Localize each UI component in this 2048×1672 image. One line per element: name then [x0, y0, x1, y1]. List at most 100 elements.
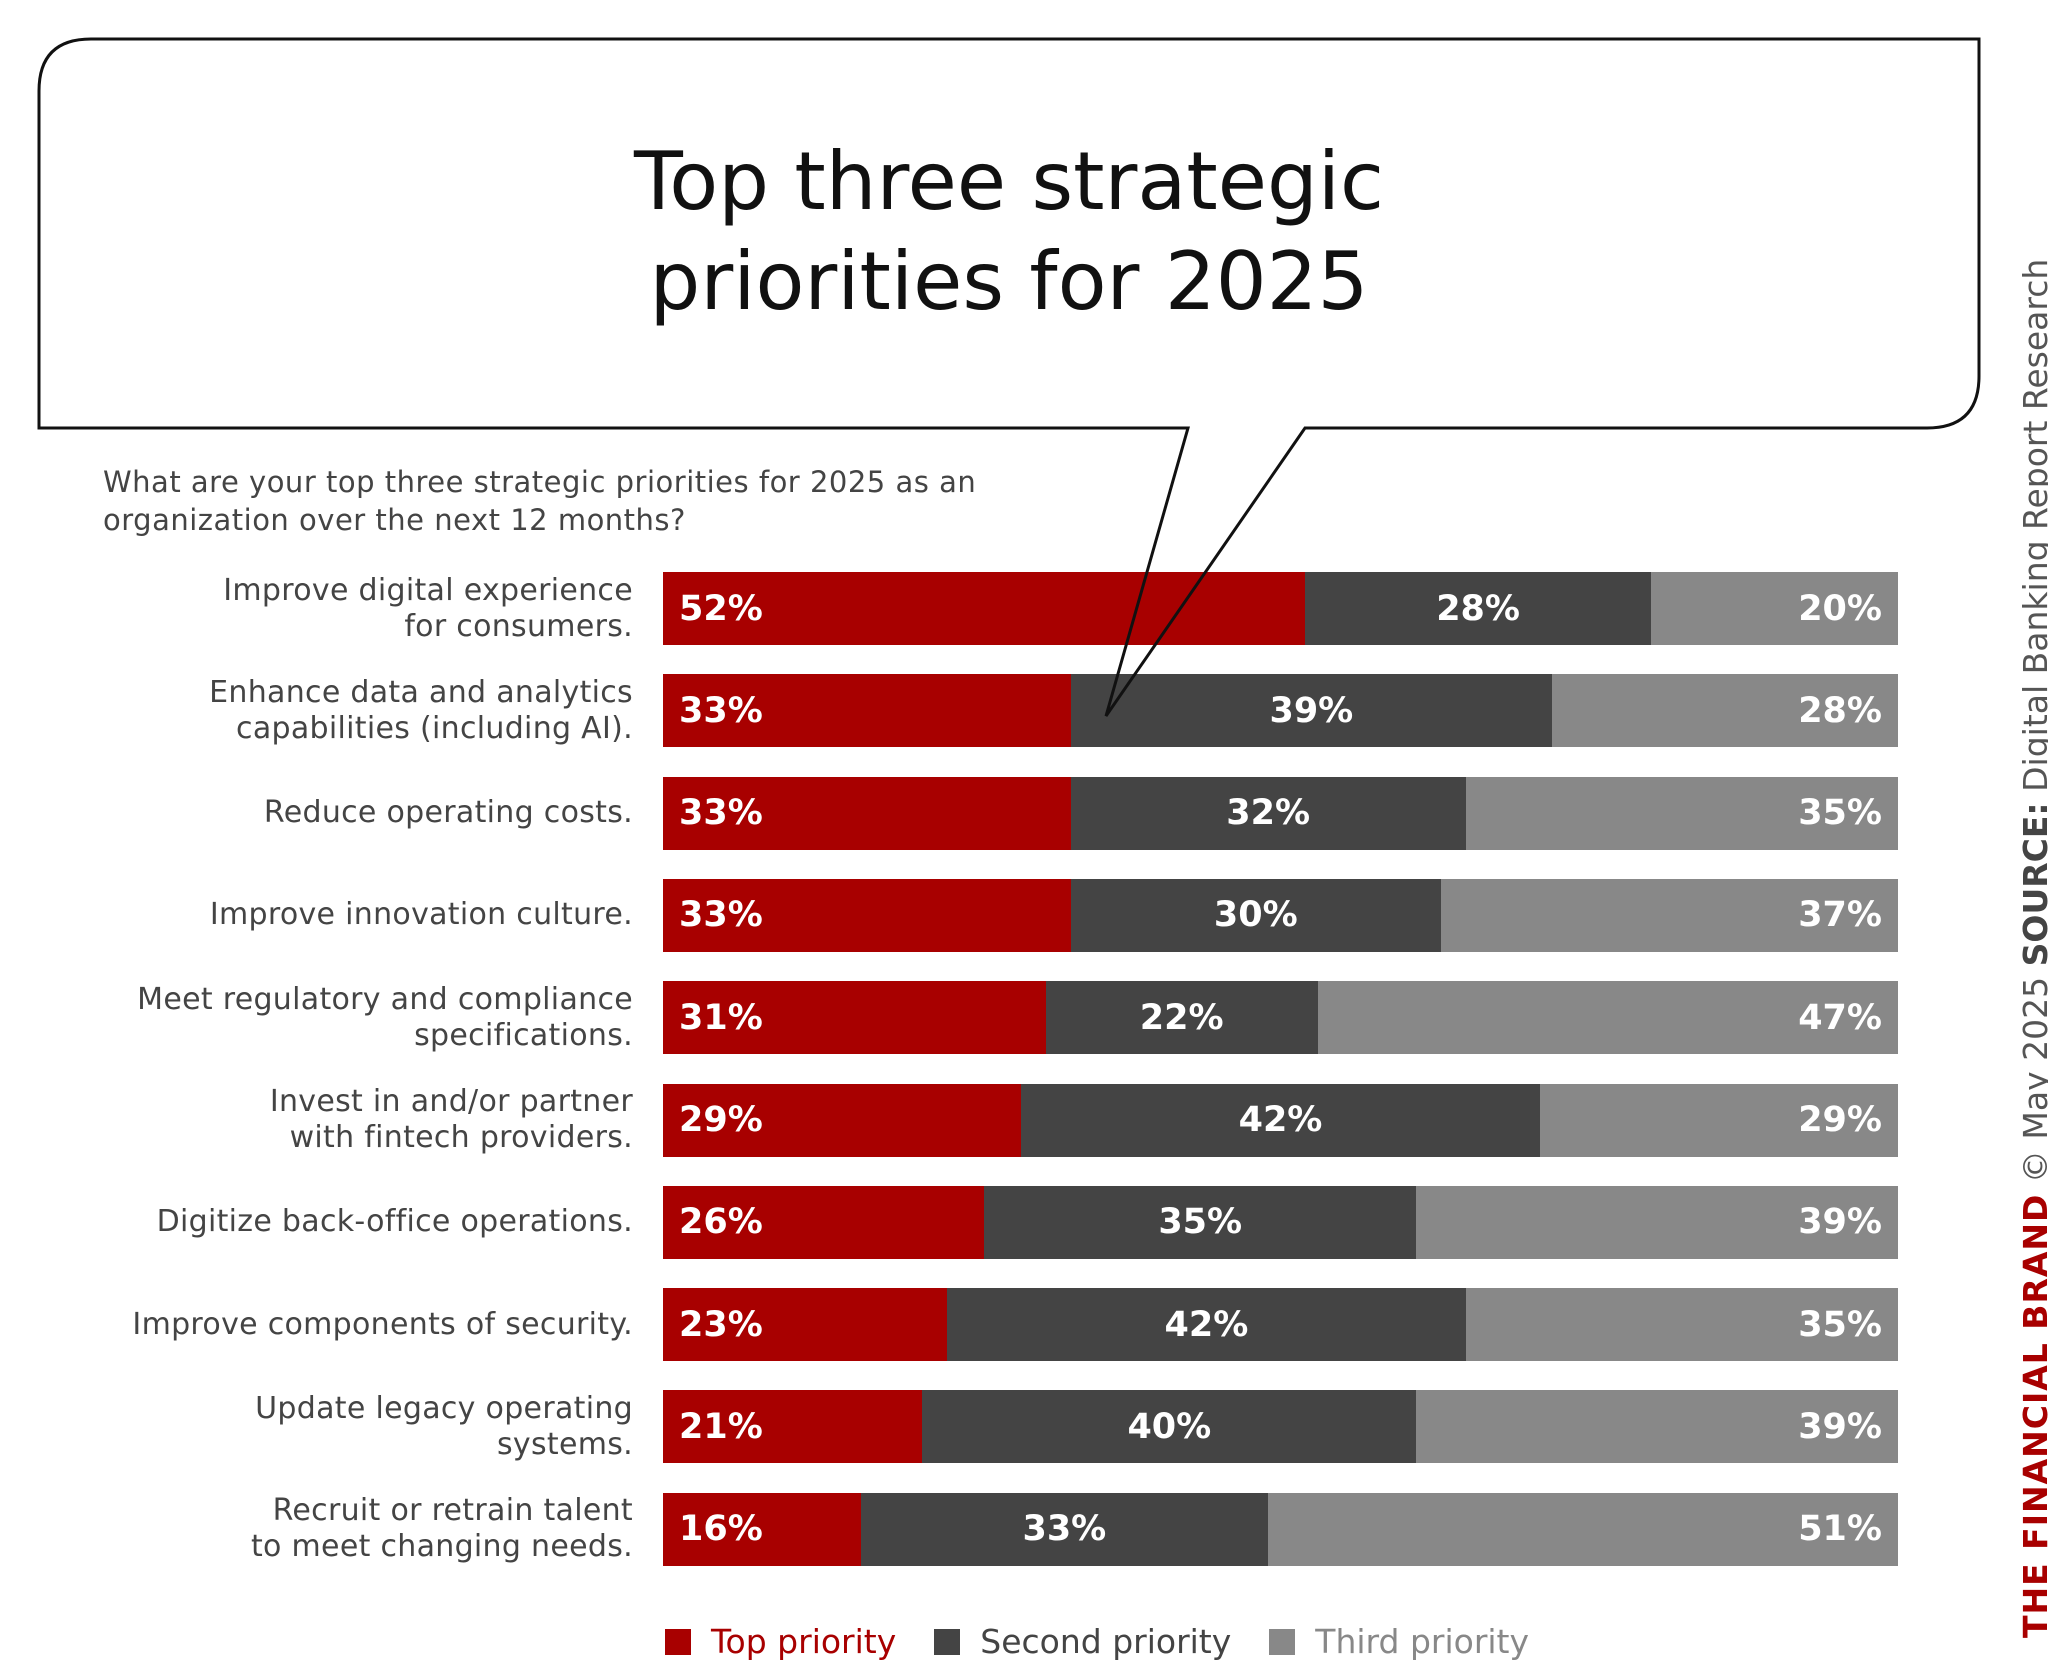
bar-segment-second: 42%: [947, 1288, 1466, 1362]
data-label: 42%: [1164, 1304, 1249, 1345]
category-label-line: to meet changing needs.: [250, 1529, 633, 1565]
data-label: 51%: [1798, 1509, 1882, 1550]
bar-segment-top: 33%: [663, 674, 1071, 748]
data-label: 39%: [1269, 690, 1354, 731]
category-label-line: Improve digital experience: [223, 572, 633, 608]
bar-segment-second: 30%: [1070, 878, 1442, 952]
bar-segment-top: 52%: [663, 572, 1306, 645]
bar-segment-top: 16%: [663, 1492, 861, 1566]
question-line-1: What are your top three strategic priori…: [103, 465, 977, 499]
category-label-line: Digitize back-office operations.: [156, 1204, 633, 1240]
bar-segment-third: 35%: [1465, 1288, 1898, 1362]
legend-item-second: Second priority: [934, 1622, 1231, 1661]
data-label: 47%: [1798, 997, 1882, 1038]
data-label: 32%: [1226, 793, 1311, 834]
data-label: 29%: [1798, 1100, 1882, 1140]
data-label: 31%: [679, 997, 763, 1038]
data-label: 28%: [1436, 588, 1520, 629]
data-label: 30%: [1213, 895, 1298, 936]
data-label: 22%: [1139, 997, 1224, 1038]
category-label-line: systems.: [496, 1426, 633, 1462]
legend-swatch-third: [1269, 1628, 1296, 1655]
bar-segment-top: 29%: [663, 1083, 1022, 1157]
category-label-line: Meet regulatory and compliance: [137, 981, 633, 1017]
stacked-bar: 33% 30% 37%: [663, 878, 1898, 952]
bar-segment-third: 39%: [1416, 1390, 1898, 1464]
bar-segment-third: 37%: [1441, 878, 1898, 952]
bar-segment-second: 40%: [922, 1390, 1417, 1464]
data-label: 42%: [1238, 1100, 1323, 1140]
stacked-bar: 23% 42% 35%: [663, 1288, 1898, 1362]
category-label-line: Improve innovation culture.: [209, 897, 633, 933]
category-label-line: Invest in and/or partner: [269, 1084, 633, 1119]
bar-segment-top: 33%: [663, 878, 1071, 952]
data-label: 33%: [1022, 1509, 1107, 1550]
data-label: 20%: [1798, 588, 1882, 629]
legend-swatch-top: [665, 1628, 691, 1655]
stacked-bar: 52% 28% 20%: [663, 572, 1898, 645]
data-label: 33%: [679, 895, 763, 936]
copyright-date: © May 2025: [2016, 976, 2048, 1183]
stacked-bar: 33% 39% 28%: [663, 674, 1898, 748]
stacked-bar: 31% 22% 47%: [663, 981, 1898, 1055]
data-label: 40%: [1127, 1406, 1212, 1447]
legend-item-top: Top priority: [665, 1622, 896, 1661]
data-label: 28%: [1798, 690, 1882, 731]
category-label-line: Enhance data and analytics: [209, 674, 633, 710]
source-label: SOURCE:: [2016, 802, 2048, 967]
legend-item-third: Third priority: [1269, 1622, 1529, 1661]
category-label-line: capabilities (including AI).: [236, 710, 633, 746]
legend-label-second: Second priority: [980, 1622, 1232, 1661]
category-label-line: Update legacy operating: [255, 1390, 633, 1426]
legend: Top priority Second priority Third prior…: [665, 1622, 1567, 1661]
legend-label-third: Third priority: [1315, 1622, 1530, 1661]
bar-segment-second: 22%: [1045, 981, 1318, 1055]
category-label: Enhance data and analytics capabilities (…: [13, 674, 633, 747]
data-label: 33%: [679, 690, 763, 731]
bar-segment-third: 51%: [1268, 1492, 1898, 1566]
bar-segment-top: 21%: [663, 1390, 923, 1464]
category-label: Improve innovation culture.: [13, 879, 633, 952]
stacked-bar: 21% 40% 39%: [663, 1390, 1898, 1464]
chart-title-line-2: priorities for 2025: [649, 235, 1369, 328]
bar-segment-second: 39%: [1070, 674, 1553, 748]
bar-segment-second: 42%: [1021, 1083, 1540, 1157]
bar-segment-top: 23%: [663, 1288, 948, 1362]
data-label: 16%: [679, 1509, 763, 1550]
data-label: 35%: [1158, 1202, 1243, 1243]
source-credit: THE FINANCIAL BRAND © May 2025 SOURCE: D…: [2016, 258, 2048, 1638]
bar-segment-second: 28%: [1305, 572, 1651, 645]
data-label: 35%: [1798, 793, 1882, 834]
stacked-bar: 26% 35% 39%: [663, 1185, 1898, 1259]
bar-segment-top: 26%: [663, 1185, 985, 1259]
stacked-bar: 16% 33% 51%: [663, 1492, 1898, 1566]
stacked-bar: 29% 42% 29%: [663, 1083, 1898, 1157]
category-label-line: for consumers.: [404, 608, 633, 644]
data-label: 39%: [1798, 1202, 1882, 1243]
category-label: Digitize back-office operations.: [13, 1186, 633, 1259]
survey-question: What are your top three strategic priori…: [103, 463, 976, 539]
category-label: Reduce operating costs.: [13, 777, 633, 850]
bar-segment-third: 47%: [1317, 981, 1898, 1055]
data-label: 52%: [679, 588, 763, 629]
category-label-line: Improve components of security.: [132, 1306, 633, 1342]
data-label: 33%: [679, 793, 763, 834]
category-label-line: specifications.: [414, 1017, 633, 1053]
legend-label-top: Top priority: [711, 1622, 897, 1661]
category-label: Update legacy operating systems.: [13, 1390, 633, 1463]
data-label: 26%: [679, 1202, 763, 1243]
category-label-line: Recruit or retrain talent: [272, 1493, 633, 1529]
source-text: Digital Banking Report Research: [2016, 258, 2048, 792]
chart-title-line-1: Top three strategic: [633, 135, 1385, 228]
category-label-line: Reduce operating costs.: [263, 795, 633, 831]
data-label: 23%: [679, 1304, 763, 1345]
category-label: Improve components of security.: [13, 1288, 633, 1361]
bar-segment-second: 35%: [984, 1185, 1417, 1259]
data-label: 39%: [1798, 1406, 1882, 1447]
bar-segment-second: 32%: [1070, 776, 1466, 850]
data-label: 21%: [679, 1406, 763, 1447]
bar-segment-third: 28%: [1552, 674, 1898, 748]
bar-segment-third: 29%: [1539, 1083, 1898, 1157]
data-label: 29%: [679, 1100, 763, 1140]
bar-segment-second: 33%: [860, 1492, 1269, 1566]
